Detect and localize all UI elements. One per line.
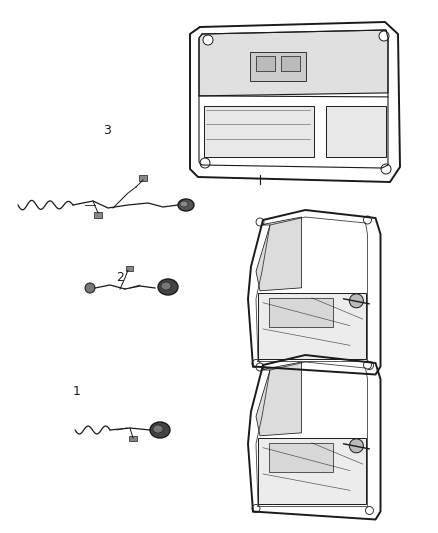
Polygon shape xyxy=(256,217,301,291)
Bar xyxy=(204,106,314,157)
Polygon shape xyxy=(199,30,388,96)
Bar xyxy=(139,175,147,181)
Circle shape xyxy=(365,506,374,514)
Circle shape xyxy=(252,505,260,513)
Bar xyxy=(326,106,386,157)
Polygon shape xyxy=(256,362,301,436)
Text: 3: 3 xyxy=(103,124,111,137)
Ellipse shape xyxy=(150,422,170,438)
Circle shape xyxy=(381,164,391,174)
Circle shape xyxy=(379,31,389,41)
Ellipse shape xyxy=(178,199,194,211)
Circle shape xyxy=(252,359,260,367)
Bar xyxy=(94,212,102,218)
Bar xyxy=(126,266,133,271)
Bar xyxy=(256,56,275,71)
Bar xyxy=(269,443,333,472)
Ellipse shape xyxy=(153,425,163,433)
Text: 1: 1 xyxy=(73,385,81,398)
Bar xyxy=(129,436,137,441)
Circle shape xyxy=(350,294,364,308)
Text: 2: 2 xyxy=(117,271,124,284)
Bar xyxy=(269,298,333,327)
Bar xyxy=(258,438,365,504)
Circle shape xyxy=(364,216,371,224)
Circle shape xyxy=(203,35,213,45)
Circle shape xyxy=(256,363,264,371)
Circle shape xyxy=(364,361,371,369)
Bar xyxy=(250,52,306,81)
Circle shape xyxy=(365,361,374,369)
Circle shape xyxy=(350,439,364,453)
Circle shape xyxy=(200,158,210,168)
Bar xyxy=(281,56,300,71)
Circle shape xyxy=(85,283,95,293)
Bar xyxy=(258,293,365,359)
Ellipse shape xyxy=(161,282,171,290)
Circle shape xyxy=(256,218,264,226)
Ellipse shape xyxy=(158,279,178,295)
Ellipse shape xyxy=(180,201,188,207)
